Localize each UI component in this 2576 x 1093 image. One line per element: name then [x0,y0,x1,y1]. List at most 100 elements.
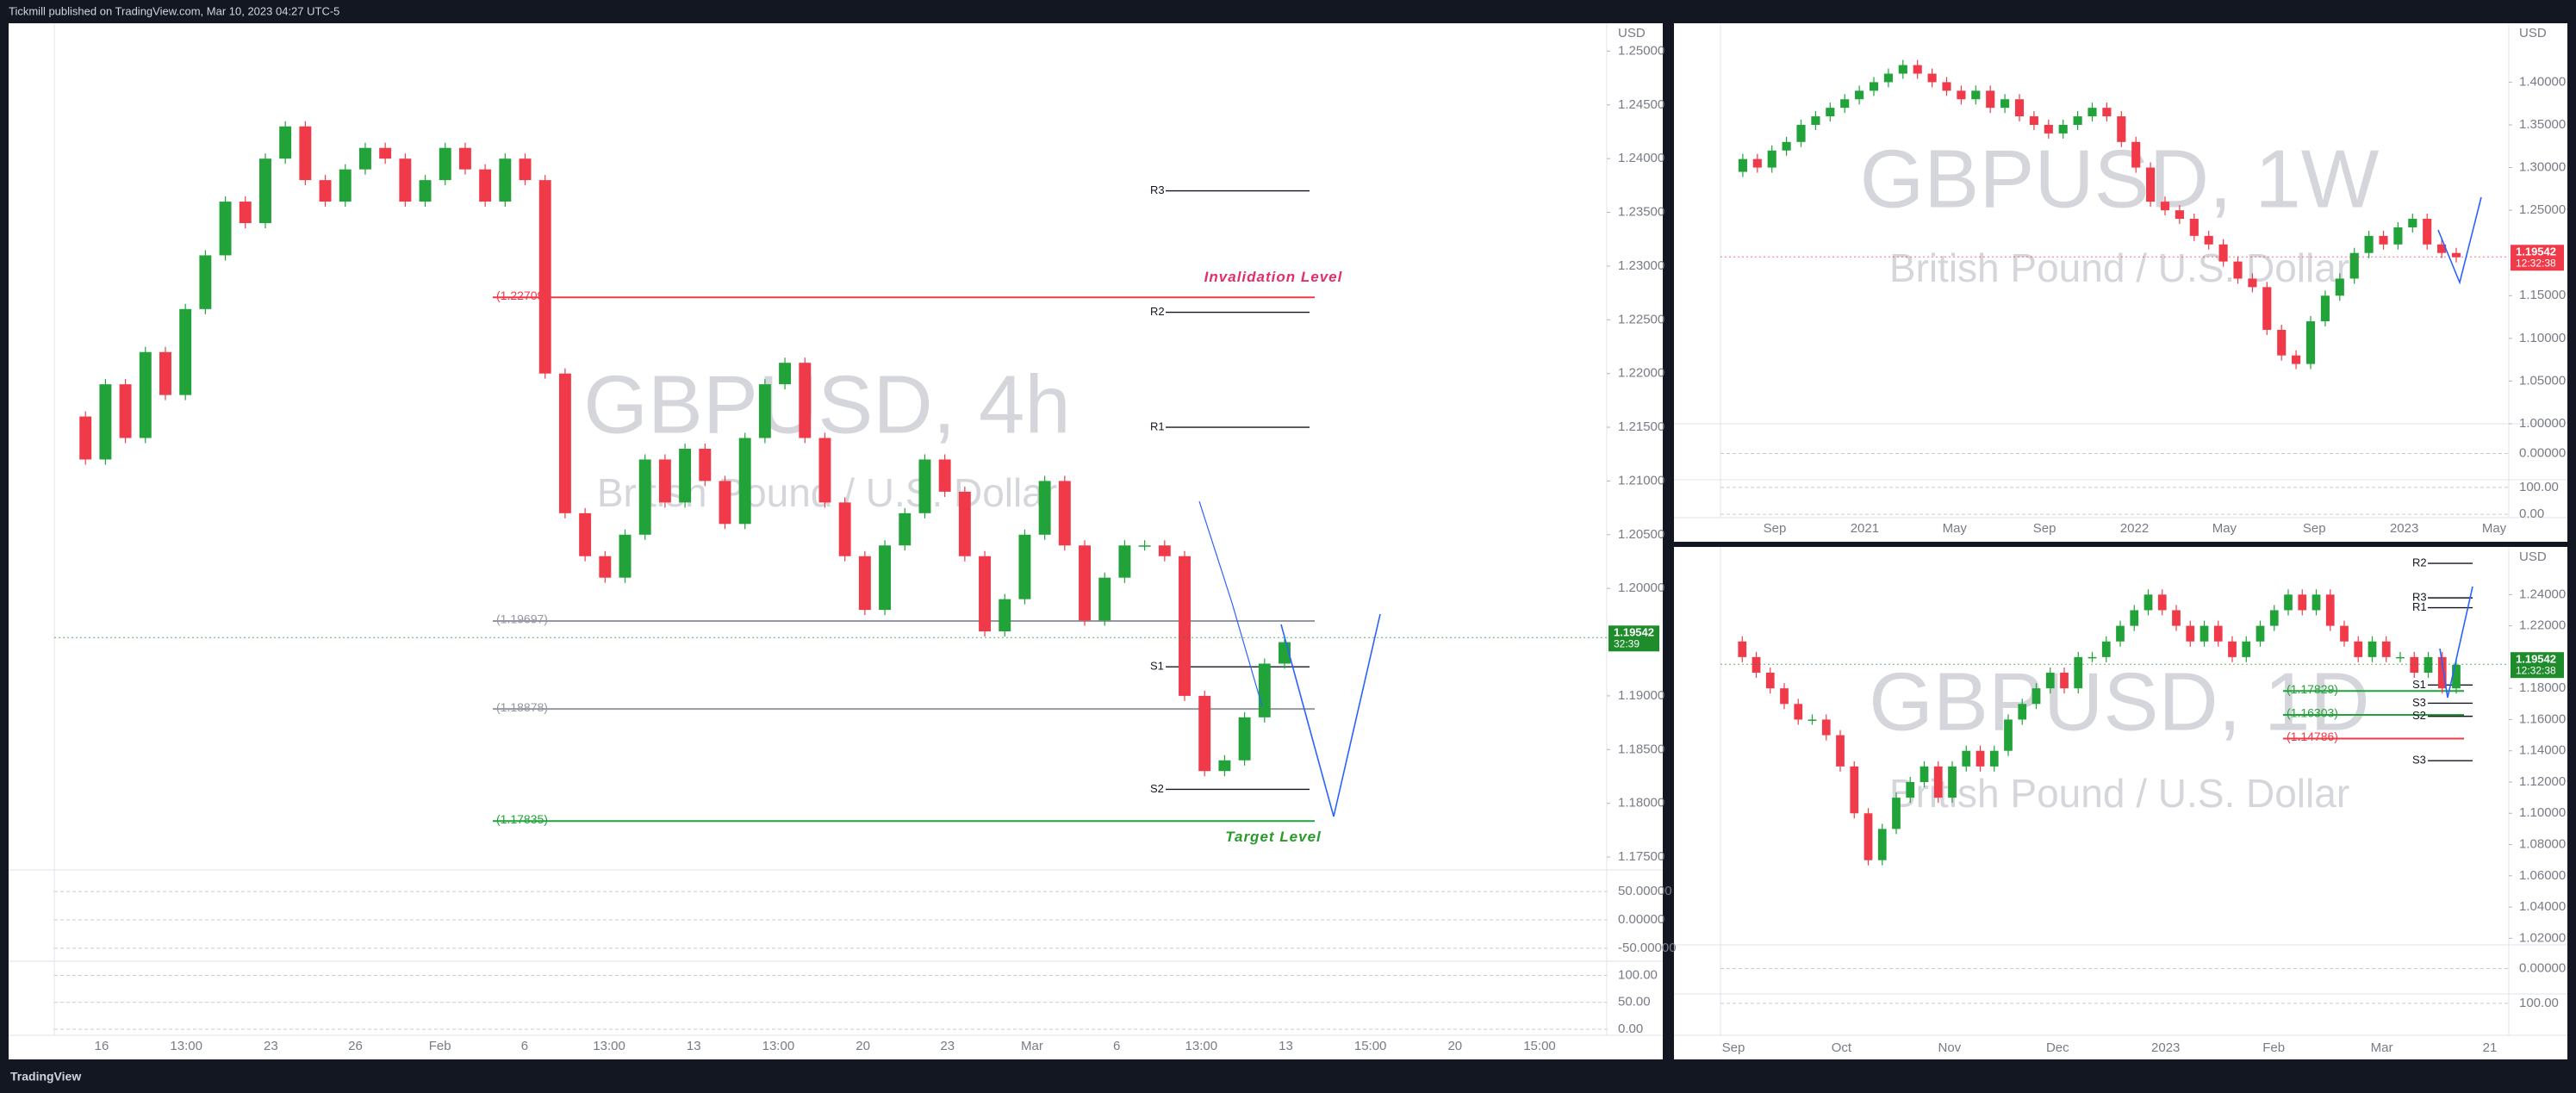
last-price-box [2511,245,2564,271]
candle-body [119,384,132,438]
pivot-label: R2 [1150,305,1165,318]
candle-body [1179,556,1191,696]
x-tick-label: May [2482,521,2507,536]
candle-body [1927,73,1937,83]
candle-body [2408,219,2417,227]
x-tick-label: Sep [1722,1040,1745,1055]
candle-body [2073,116,2082,125]
y-tick-label: 1.22000 [1618,366,1664,381]
x-tick-label: Sep [2033,521,2056,536]
candle-body [1218,760,1231,772]
y-tick-label: 1.14000 [2519,743,2566,758]
candle-body [2088,656,2097,659]
candle-body [1018,534,1031,599]
candle-body [2368,641,2377,657]
candle-body [2424,656,2433,674]
candle-body [2277,329,2287,356]
last-price-box [2511,652,2564,679]
y-tick-label: 1.30000 [2519,160,2566,175]
y-tick-label: 1.22000 [2519,618,2566,633]
y-tick-label: 1.08000 [2519,837,2566,852]
pivot-label: S3 [2412,754,2426,767]
watermark-symbol: GBPUSD, 1D [1869,655,2369,748]
candle-body [2102,108,2112,117]
candle-body [2189,219,2199,236]
x-tick-label: Sep [2303,521,2326,536]
level-label: (1.16303) [2287,706,2338,720]
candle-body [1942,82,1951,91]
watermark-description: British Pound / U.S. Dollar [1889,245,2349,290]
candle-body [2014,99,2025,117]
y-tick-label: 1.20000 [1618,581,1664,595]
y-tick-label: 1.15000 [2519,288,2566,302]
candle-body [399,158,412,202]
projections [1198,196,2482,817]
candle-body [2058,124,2068,134]
candle-body [679,448,692,503]
last-price-timer: 12:32:38 [2516,664,2556,676]
candle-body [1808,719,1817,721]
candle-body [1811,116,1820,125]
projection-path [1280,613,1381,817]
indicator-tick-label: 100.00 [2519,996,2559,1010]
annotation: Target Level [1225,829,1322,845]
candle-body [2172,610,2181,626]
candle-body [2004,719,2013,751]
pivot-label: R3 [2412,591,2427,604]
candle-body [499,158,512,202]
level-label: (1.17835) [496,812,548,826]
x-tick-label: 20 [1447,1039,1462,1053]
candle-body [1738,641,1747,657]
candle-body [1118,545,1131,578]
candle-body [1864,813,1873,860]
candle-body [2354,641,2363,657]
candle-body [2218,244,2228,262]
indicator-tick-label: -50.00000 [1618,941,1677,955]
last-price-label: 1.19542 [2516,245,2556,258]
y-tick-label: 1.24000 [1618,151,1664,165]
candle-body [239,202,252,224]
candle-body [2160,202,2170,211]
y-tick-label: 1.20500 [1618,527,1664,542]
last-price-box [1608,625,1659,652]
candle-body [2045,673,2055,689]
candle-body [2364,235,2374,253]
candle-body [219,202,232,256]
candle-body [2437,244,2447,253]
x-tick-label: 6 [1113,1039,1120,1053]
last-price-timer: 12:32:38 [2516,257,2556,269]
x-tick-label: 13 [687,1039,701,1053]
candle-body [1258,663,1271,717]
last-price-timer: 32:39 [1614,637,1640,649]
candle-body [779,363,792,385]
candle-body [2451,252,2461,258]
candle-body [558,373,571,513]
weekly-panel [1674,23,2567,542]
candle-body [2349,252,2359,279]
candle-body [1986,90,1995,109]
candle-body [2452,664,2461,689]
candle-body [1877,829,1887,860]
candle-body [1158,545,1171,556]
candle-body [1780,688,1789,705]
x-tick-label: Nov [1938,1040,1962,1055]
candle-body [1138,545,1151,547]
candle-body [2032,688,2041,705]
candle-body [1855,90,1864,100]
y-tick-label: 1.40000 [2519,74,2566,89]
candle-body [1796,124,1806,142]
candle-body [2423,219,2432,245]
y-tick-label: 1.10000 [2519,331,2566,345]
candle-body [2396,656,2405,659]
x-tick-label: 2023 [2390,521,2418,536]
candle-body [339,169,352,202]
candle-body [799,363,812,438]
watermark-symbol: GBPUSD, 1W [1860,133,2380,225]
candle-body [479,169,492,202]
candle-body [2437,656,2447,689]
candle-body [599,556,612,578]
candle-body [1767,150,1776,168]
y-tick-label: 1.18500 [1618,742,1664,756]
candle-body [2393,227,2403,245]
pivot-label: R2 [2412,556,2427,568]
